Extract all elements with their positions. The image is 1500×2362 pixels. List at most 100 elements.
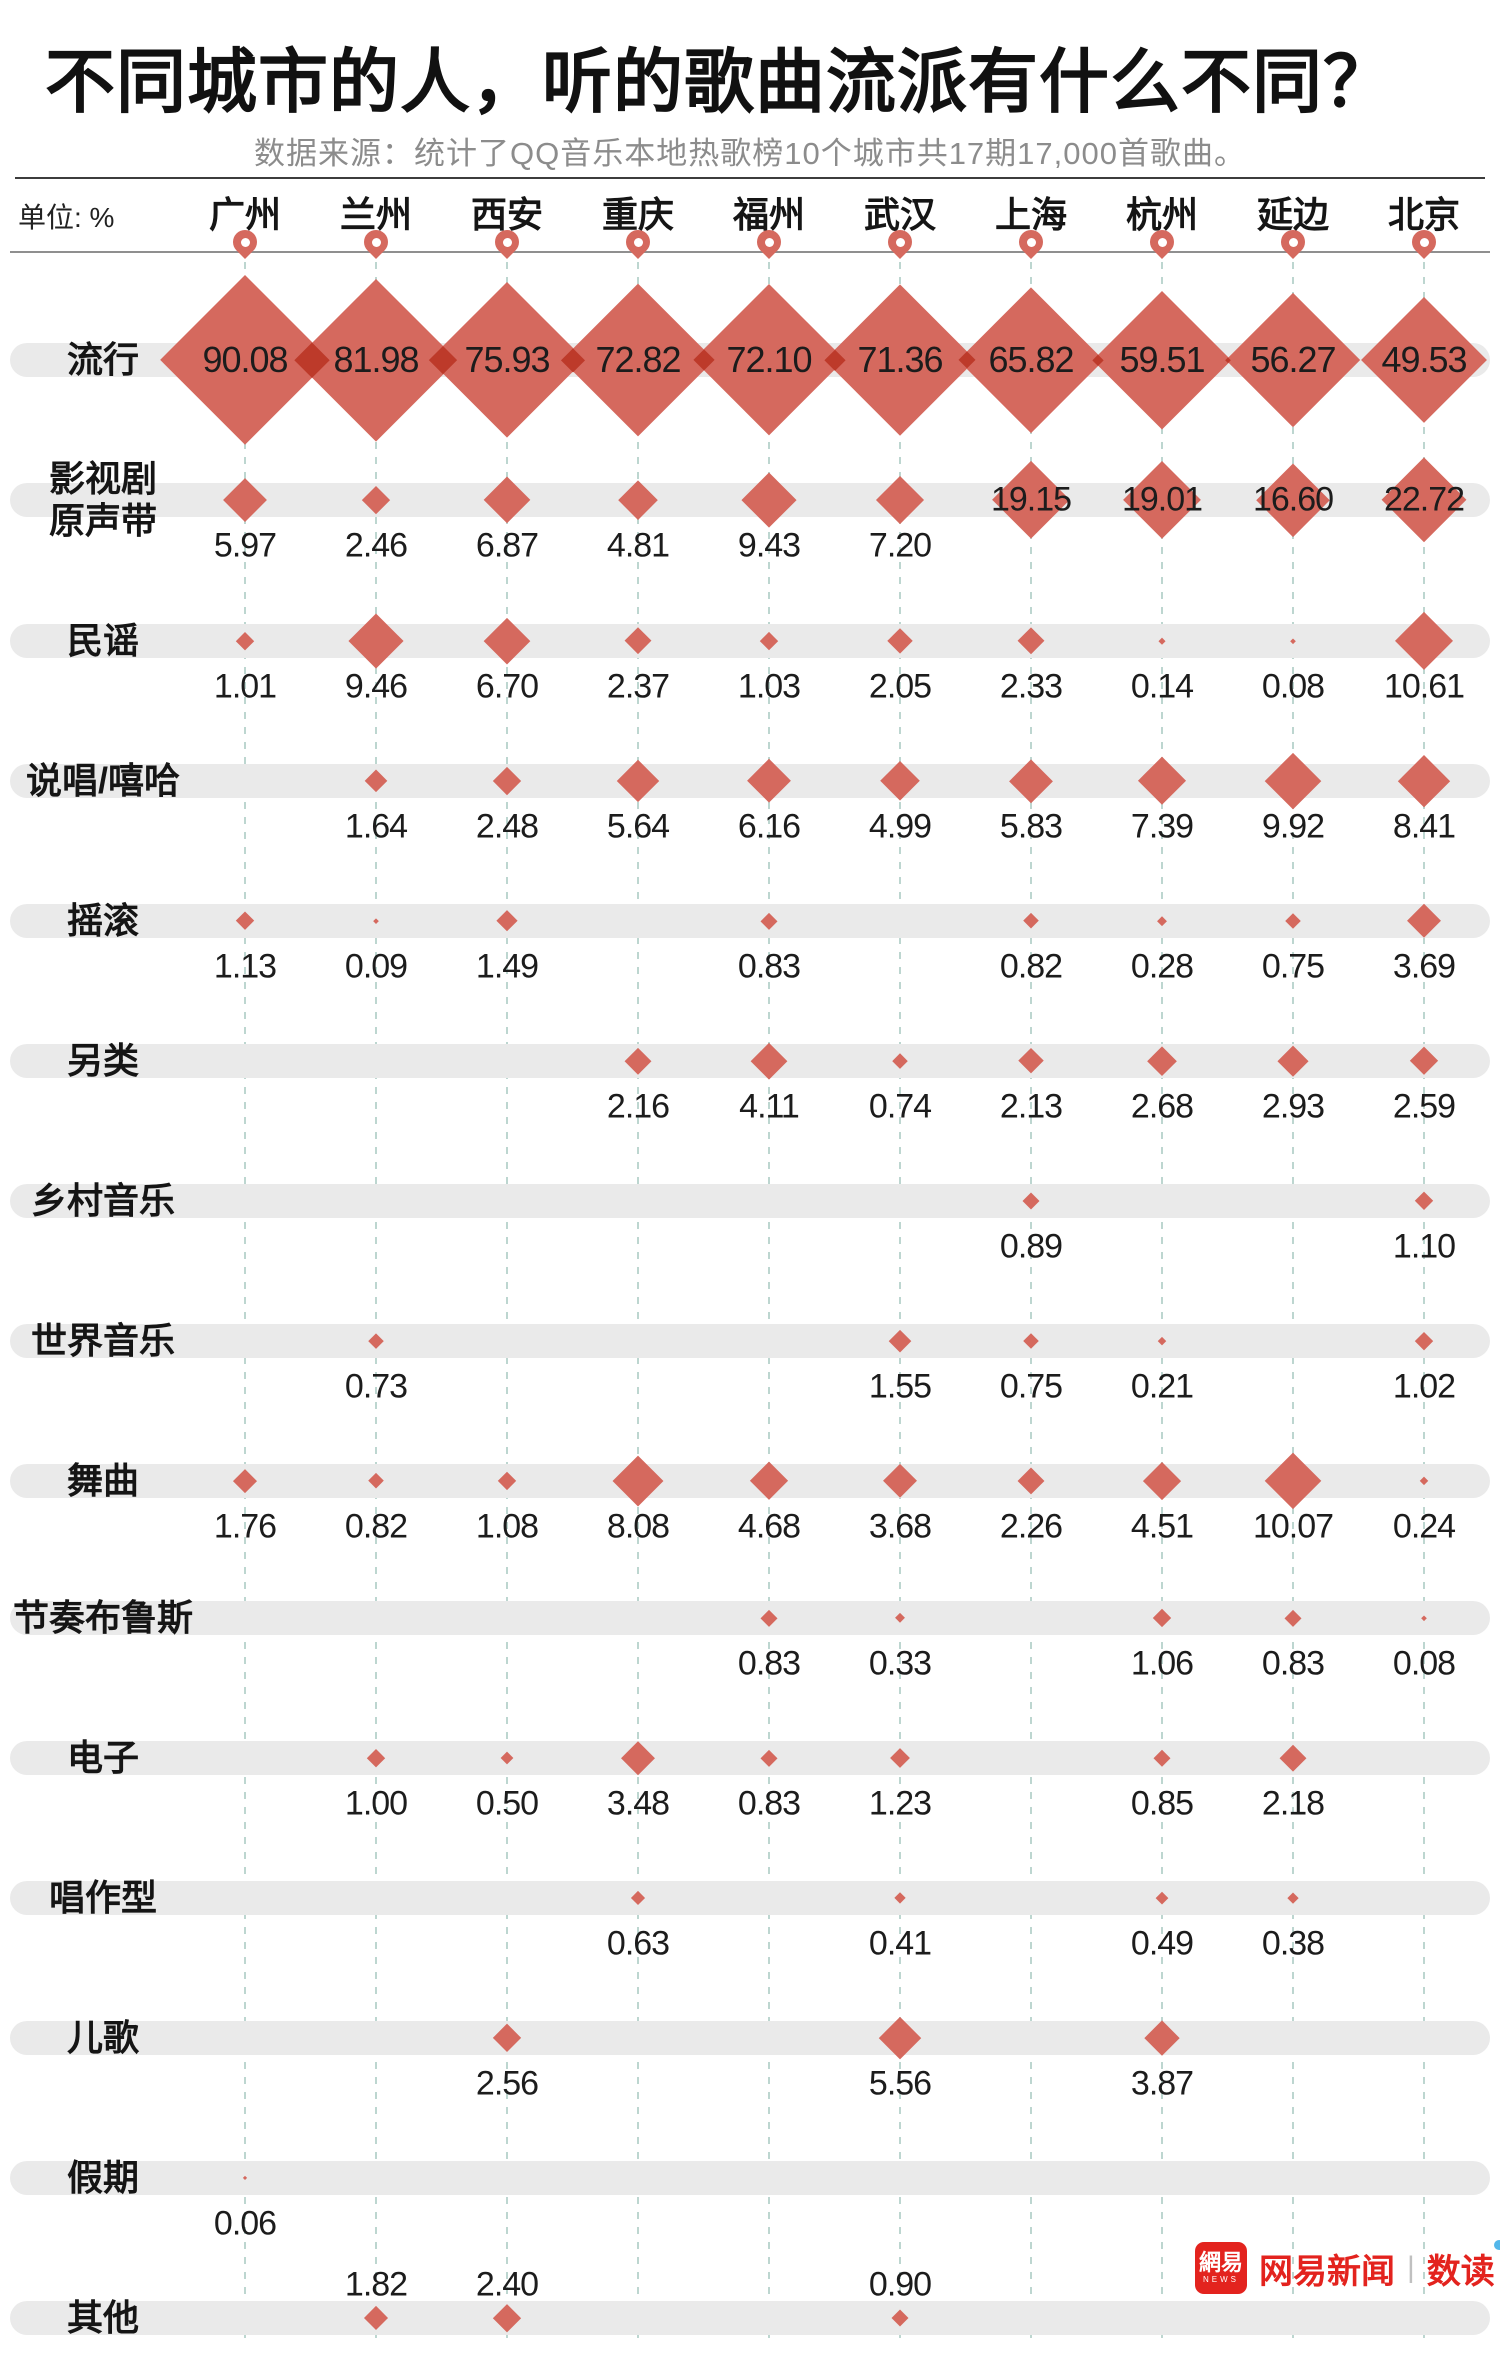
map-pin-icon [233, 230, 257, 254]
city-header-北京: 北京 [1387, 194, 1461, 235]
value-节奏布鲁斯-北京: 0.08 [1392, 1644, 1456, 1683]
column-guide-line [1292, 262, 1294, 2338]
value-流行-西安: 75.93 [464, 339, 550, 380]
value-世界音乐-兰州: 0.73 [344, 1367, 408, 1406]
diamond-说唱/嘻哈-北京 [1398, 755, 1450, 807]
value-舞曲-福州: 4.68 [737, 1507, 801, 1546]
value-摇滚-兰州: 0.09 [344, 947, 408, 986]
value-唱作型-延边: 0.38 [1261, 1924, 1325, 1963]
value-其他-武汉: 0.90 [868, 2265, 932, 2304]
product-name-text: 数读 [1426, 2252, 1495, 2291]
value-摇滚-延边: 0.75 [1261, 947, 1325, 986]
value-民谣-杭州: 0.14 [1130, 667, 1194, 706]
value-摇滚-北京: 3.69 [1392, 947, 1456, 986]
city-header-重庆: 重庆 [601, 194, 675, 235]
row-label-民谣: 民谣 [66, 620, 140, 661]
value-节奏布鲁斯-杭州: 1.06 [1130, 1644, 1194, 1683]
value-其他-西安: 2.40 [475, 2265, 539, 2304]
city-axis-line [10, 251, 1490, 253]
value-流行-上海: 65.82 [988, 339, 1074, 380]
value-另类-延边: 2.93 [1261, 1087, 1325, 1126]
value-摇滚-杭州: 0.28 [1130, 947, 1194, 986]
value-电子-武汉: 1.23 [868, 1784, 932, 1823]
value-说唱/嘻哈-武汉: 4.99 [868, 807, 932, 846]
badge-subtext: NEWS [1203, 2275, 1239, 2284]
value-民谣-武汉: 2.05 [868, 667, 932, 706]
value-流行-武汉: 71.36 [857, 339, 943, 380]
city-header-兰州: 兰州 [339, 194, 413, 235]
page-title: 不同城市的人，听的歌曲流派有什么不同？ [45, 43, 1394, 121]
value-电子-西安: 0.50 [475, 1784, 539, 1823]
value-民谣-延边: 0.08 [1261, 667, 1325, 706]
column-guide-line [1423, 262, 1425, 2338]
value-儿歌-杭州: 3.87 [1130, 2064, 1194, 2103]
value-说唱/嘻哈-西安: 2.48 [475, 807, 539, 846]
value-电子-杭州: 0.85 [1130, 1784, 1194, 1823]
map-pin-icon [1019, 230, 1043, 254]
diamond-舞曲-延边 [1264, 1452, 1322, 1510]
row-label-摇滚: 摇滚 [66, 900, 140, 941]
value-另类-武汉: 0.74 [868, 1087, 932, 1126]
brand-name: 网易新闻 [1259, 2252, 1395, 2291]
city-header-武汉: 武汉 [863, 194, 937, 235]
value-电子-延边: 2.18 [1261, 1784, 1325, 1823]
city-header-福州: 福州 [732, 194, 806, 235]
value-说唱/嘻哈-重庆: 5.64 [606, 807, 670, 846]
value-另类-福州: 4.11 [739, 1087, 800, 1126]
row-label-儿歌: 儿歌 [66, 2017, 140, 2058]
netease-badge-icon: 網易 NEWS [1195, 2242, 1247, 2294]
value-儿歌-西安: 2.56 [475, 2064, 539, 2103]
row-label-舞曲: 舞曲 [66, 1460, 140, 1501]
value-乡村音乐-上海: 0.89 [999, 1227, 1063, 1266]
value-世界音乐-上海: 0.75 [999, 1367, 1063, 1406]
row-label-其他: 其他 [66, 2297, 140, 2338]
city-header-延边: 延边 [1256, 194, 1330, 235]
value-舞曲-北京: 0.24 [1392, 1507, 1456, 1546]
value-摇滚-上海: 0.82 [999, 947, 1063, 986]
row-label-说唱/嘻哈: 说唱/嘻哈 [25, 760, 181, 801]
value-另类-重庆: 2.16 [606, 1087, 670, 1126]
value-假期-广州: 0.06 [213, 2204, 277, 2243]
value-说唱/嘻哈-延边: 9.92 [1261, 807, 1325, 846]
unit-label: 单位: % [18, 202, 115, 233]
map-pin-icon [888, 230, 912, 254]
column-guide-line [899, 262, 901, 2338]
product-name: 数读 [1426, 2239, 1500, 2293]
value-舞曲-杭州: 4.51 [1130, 1507, 1194, 1546]
value-流行-兰州: 81.98 [333, 339, 419, 380]
value-流行-广州: 90.08 [202, 339, 288, 380]
value-儿歌-武汉: 5.56 [868, 2064, 932, 2103]
column-guide-line [506, 262, 508, 2338]
diamond-民谣-兰州 [348, 613, 404, 669]
value-影视剧原声带-兰州: 2.46 [344, 526, 408, 565]
value-流行-北京: 49.53 [1381, 339, 1467, 380]
value-舞曲-广州: 1.76 [213, 1507, 277, 1546]
value-舞曲-上海: 2.26 [999, 1507, 1063, 1546]
row-label-世界音乐: 世界音乐 [30, 1320, 176, 1361]
divider-line [15, 177, 1485, 179]
row-bar-摇滚 [10, 904, 1490, 938]
row-bar-另类 [10, 1044, 1490, 1078]
value-影视剧原声带-杭州: 19.01 [1121, 480, 1203, 519]
value-流行-杭州: 59.51 [1119, 339, 1205, 380]
value-影视剧原声带-福州: 9.43 [737, 526, 801, 565]
diamond-民谣-北京 [1394, 611, 1454, 671]
city-header-杭州: 杭州 [1125, 194, 1199, 235]
row-bar-电子 [10, 1741, 1490, 1775]
data-source-note: 数据来源：统计了QQ音乐本地热歌榜10个城市共17期17,000首歌曲。 [253, 136, 1246, 171]
row-label-假期: 假期 [66, 2157, 140, 2198]
row-bar-假期 [10, 2161, 1490, 2195]
row-bar-其他 [10, 2301, 1490, 2335]
value-唱作型-重庆: 0.63 [606, 1924, 670, 1963]
city-header-上海: 上海 [994, 194, 1068, 235]
row-bar-唱作型 [10, 1881, 1490, 1915]
value-说唱/嘻哈-北京: 8.41 [1392, 807, 1456, 846]
row-label-影视剧原声带: 影视剧 原声带 [48, 458, 158, 541]
value-民谣-福州: 1.03 [737, 667, 801, 706]
city-header-西安: 西安 [470, 194, 544, 235]
value-节奏布鲁斯-武汉: 0.33 [868, 1644, 932, 1683]
row-bar-儿歌 [10, 2021, 1490, 2055]
value-流行-重庆: 72.82 [595, 339, 681, 380]
diamond-说唱/嘻哈-延边 [1264, 752, 1322, 810]
row-bar-节奏布鲁斯 [10, 1601, 1490, 1635]
